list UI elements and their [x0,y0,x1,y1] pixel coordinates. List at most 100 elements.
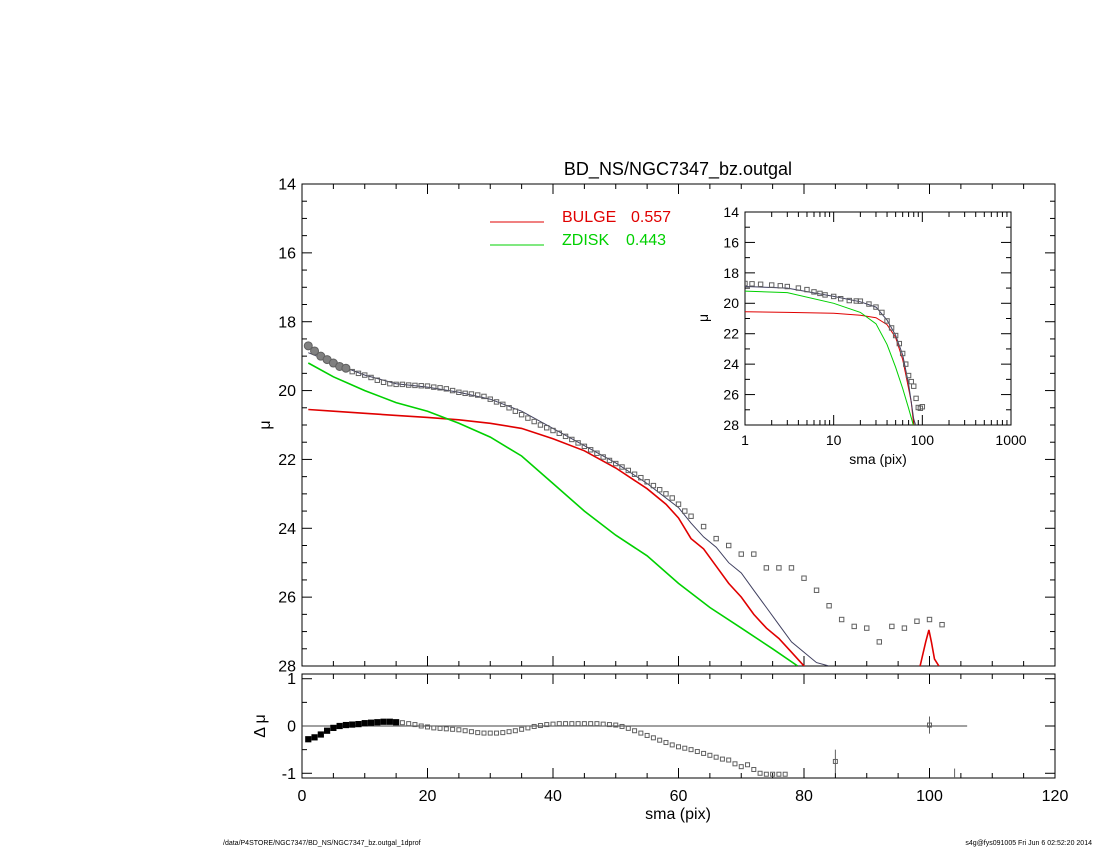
inset-y-tick-label: 20 [723,295,739,311]
main-series [303,341,945,666]
main-point [851,623,857,630]
x-axis-label: sma (pix) [645,806,711,823]
resid-point [311,734,318,741]
resid-point [632,728,638,734]
resid-point [380,718,387,725]
main-point [368,374,374,381]
main-point [638,474,644,481]
inset-x-tick-label: 10 [826,432,842,448]
main-point [481,393,487,400]
main-point [525,415,531,421]
residual-axis-ticks: 0 20 40 60 80 100 120-101 [282,671,1069,805]
main-point [456,389,462,395]
main-point [341,363,351,373]
resid-point [481,730,487,736]
main-series-zdisk [307,362,799,666]
main-point [656,487,663,493]
inset-y-tick-label: 18 [723,265,739,281]
inset-point [745,280,748,287]
main-point [594,450,600,456]
resid-point [776,771,782,777]
resid-point [342,721,350,729]
legend-label-bulge: BULGE [562,209,616,226]
resid-point [694,749,700,755]
main-y-tick-label: 24 [278,521,296,538]
resid-point [506,729,512,735]
main-point [914,618,920,624]
inset-y-tick-label: 24 [723,356,739,372]
inset-point [911,383,917,389]
main-point [826,603,832,609]
resid-point [324,727,331,734]
main-point [688,513,694,519]
main-clipped [303,341,945,666]
resid-point [751,766,757,772]
inset-point [913,395,919,402]
resid-point [600,721,606,727]
resid-point [606,722,612,728]
inset-y-tick-label: 14 [723,204,739,220]
resid-point [519,726,525,732]
main-point [437,385,443,391]
inset-y-tick-label: 16 [723,234,739,250]
resid-y-tick-label: -1 [282,766,296,783]
resid-x-tick-label: 120 [1042,788,1069,805]
resid-point [487,730,493,736]
inset-point [905,372,912,379]
main-point [544,425,550,431]
main-point [864,625,870,631]
main-point [713,535,719,542]
resid-point [425,724,430,730]
inset-point [757,281,764,287]
main-y-tick-label: 28 [278,659,296,676]
inset-point [749,281,755,287]
legend-value-zdisk: 0.443 [626,232,666,249]
resid-point [782,771,788,777]
inset-point [811,289,817,295]
inset-y-tick-label: 26 [723,386,739,402]
resid-point [625,725,631,731]
resid-point [757,770,763,776]
main-panel: BD_NS/NGC7347_bz.outgal 14 16 18 20 22 24 26 28… [257,159,1056,676]
resid-point [619,723,625,729]
resid-point [412,722,418,728]
main-point [675,501,682,507]
main-y-tick-label: 22 [278,452,296,469]
inset-point [830,293,837,300]
main-point [801,575,807,581]
resid-point [719,756,725,762]
inset-series-zdisk [745,290,914,425]
inset-x-tick-label: 1 [741,432,749,448]
resid-point [361,720,368,727]
main-point [374,377,381,383]
inset-series-model [745,286,917,425]
main-point [387,380,393,387]
inset-point [884,318,890,324]
main-y-tick-label: 18 [278,314,296,331]
main-series-bulge-outer [919,629,940,666]
resid-point [450,726,456,732]
main-point [537,422,544,428]
main-point [349,368,355,375]
resid-x-tick-label: 0 [298,788,307,805]
inset-point [879,309,885,316]
main-point [468,391,475,397]
resid-point [726,757,732,763]
resid-point [588,721,594,727]
resid-point [531,723,537,729]
inset-clipped [745,280,926,425]
resid-point [418,723,424,729]
main-axis-ticks: 14 16 18 20 22 24 26 28 [278,177,1056,676]
main-y-axis-label: μ [257,420,274,429]
resid-point [713,754,719,760]
resid-point [738,764,744,770]
inset-x-tick-label: 1000 [995,432,1026,448]
resid-point [544,722,550,728]
resid-point [399,720,405,726]
inset-x-tick-label: 100 [911,432,935,448]
resid-point [575,721,581,727]
resid-point [707,752,713,758]
main-point [726,542,732,549]
resid-point [676,744,681,750]
main-point [310,346,320,356]
